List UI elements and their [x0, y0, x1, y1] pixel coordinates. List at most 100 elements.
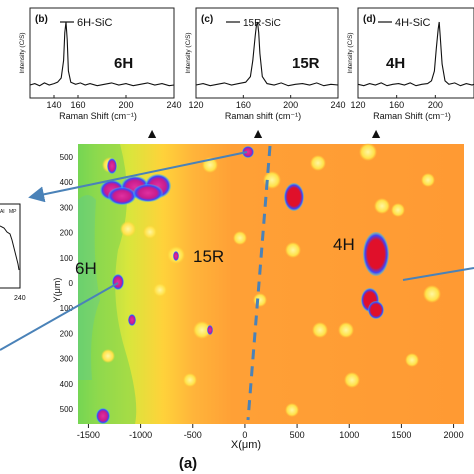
map-y-tick-label: 100 — [60, 304, 74, 313]
spectrum-x-tick-label: 200 — [118, 100, 133, 110]
map-dot — [183, 373, 197, 387]
map-dot — [193, 321, 211, 339]
spectrum-y-axis-label: Intensity (C/S) — [347, 32, 354, 73]
map-x-tick-label: 0 — [242, 430, 247, 440]
spectrum-polytype-label: 15R — [292, 55, 320, 72]
map-dot — [338, 322, 354, 338]
spectrum-line — [29, 21, 175, 87]
hotspot — [173, 251, 179, 261]
spectrum-inset-4h: (d) 4H-SiC 4H Intensity (C/S) 120 160 200Raman… — [347, 7, 474, 121]
map-x-tick-label: -1000 — [129, 430, 152, 440]
hotspot — [242, 146, 254, 158]
cyan-zone — [78, 195, 100, 380]
spectrum-frame — [195, 7, 339, 99]
map-x-tick-label: -1500 — [77, 430, 100, 440]
spectrum-polytype-label: 4H — [386, 55, 405, 72]
side-inset-tick-mp: MP — [9, 209, 17, 215]
map-y-tick-label: 400 — [60, 380, 74, 389]
spectrum-x-tick-label: 200 — [283, 100, 298, 110]
spectrum-x-tick-label: 140 — [46, 100, 61, 110]
map-x-tick-label: 500 — [290, 430, 305, 440]
spectrum-x-tick-label: 120 — [350, 100, 365, 110]
map-dot — [120, 221, 136, 237]
map-y-tick-label: 300 — [60, 203, 74, 212]
spectrum-y-axis-label: Intensity (C/S) — [185, 32, 192, 73]
map-y-axis: Y(μm) 500 400 300 200 100 0 100 200 300 400 500 — [52, 153, 74, 414]
map-x-tick-label: -500 — [184, 430, 202, 440]
hotspot — [207, 325, 213, 335]
green-zone — [78, 144, 137, 424]
side-inset-frame — [0, 203, 21, 289]
spectrum-x-tick-label: 160 — [389, 100, 404, 110]
hotspot — [108, 187, 136, 205]
map-x-tick-label: 1500 — [391, 430, 411, 440]
map-dot — [312, 322, 328, 338]
region-label-15r: 15R — [193, 247, 224, 266]
spectrum-x-tick-label: 240 — [166, 100, 181, 110]
map-dot — [153, 283, 167, 297]
spectrum-x-axis-label: Raman Shift (cm⁻¹) — [59, 111, 137, 121]
map-dot — [423, 285, 441, 303]
map-dot — [421, 173, 435, 187]
spectrum-inset-15r: (c) 15R-SiC 15R Intensity (C/S) 120 160 200 240… — [185, 7, 346, 121]
arrow-lower-left — [0, 282, 119, 351]
map-dot — [405, 353, 419, 367]
map-panel-label: (a) — [179, 455, 197, 472]
map-dot — [391, 203, 405, 217]
map-x-axis: -1500 -1000 -500 0 500 1000 1500 2000 X(μm) — [77, 424, 464, 451]
spectrum-x-tick-label: 120 — [188, 100, 203, 110]
hotspot — [128, 314, 136, 326]
arrow-to-6h-spectrum — [28, 151, 248, 203]
hotspot — [284, 183, 304, 211]
spectrum-y-axis-label: Intensity (C/S) — [19, 32, 26, 73]
side-inset: Al MP 240 — [0, 203, 26, 302]
hotspots — [96, 146, 389, 424]
map-dot — [143, 225, 157, 239]
spectrum-polytype-label: 6H — [114, 55, 133, 72]
hotspot — [368, 301, 384, 319]
map-dot — [233, 231, 247, 245]
map-y-tick-label: 300 — [60, 355, 74, 364]
spectrum-x-axis-label: Raman Shift (cm⁻¹) — [373, 111, 451, 121]
spectrum-x-tick-label: 200 — [428, 100, 443, 110]
map-dot — [101, 349, 115, 363]
hotspot — [133, 184, 163, 202]
legend-label: 6H-SiC — [77, 17, 113, 29]
map-dot — [253, 293, 267, 307]
side-inset-trace — [0, 225, 20, 271]
map-y-tick-label: 100 — [60, 254, 74, 263]
spectrum-x-tick-label: 160 — [236, 100, 251, 110]
region-label-6h: 6H — [75, 259, 97, 278]
spectrum-x-axis-label: Raman shift (cm⁻¹) — [225, 111, 301, 121]
map-y-tick-label: 400 — [60, 178, 74, 187]
legend-label: 4H-SiC — [395, 17, 431, 29]
map-x-tick-label: 2000 — [444, 430, 464, 440]
hotspot — [112, 274, 124, 290]
map-dot — [359, 143, 377, 161]
spectrum-x-tick-label: 240 — [330, 100, 345, 110]
side-inset-axis-label: 240 — [14, 295, 26, 302]
map-y-tick-label: 0 — [69, 279, 74, 288]
heatmap-panel — [78, 143, 464, 424]
legend-label: 15R-SiC — [243, 18, 281, 29]
side-inset-tick-al: Al — [0, 209, 4, 215]
spectrum-panel-label: (d) — [363, 14, 376, 25]
up-arrow-d: ▲ — [369, 125, 383, 141]
map-y-tick-label: 500 — [60, 153, 74, 162]
map-dot — [285, 242, 301, 258]
up-arrow-c: ▲ — [251, 125, 265, 141]
hotspot — [96, 408, 110, 424]
polytype-boundary-line — [246, 145, 272, 421]
spectrum-panel-label: (b) — [35, 14, 48, 25]
map-x-tick-label: 1000 — [339, 430, 359, 440]
up-arrow-b: ▲ — [145, 125, 159, 141]
map-dot — [310, 155, 326, 171]
hotspot — [107, 158, 117, 174]
spectrum-inset-6h: (b) 6H-SiC 6H Intensity (C/S) 140 160 200 240 Ra… — [19, 7, 182, 121]
region-label-4h: 4H — [333, 235, 355, 254]
map-dot — [374, 198, 390, 214]
spectrum-line — [195, 21, 339, 87]
hotspot — [363, 232, 389, 276]
spectrum-frame — [29, 7, 175, 99]
